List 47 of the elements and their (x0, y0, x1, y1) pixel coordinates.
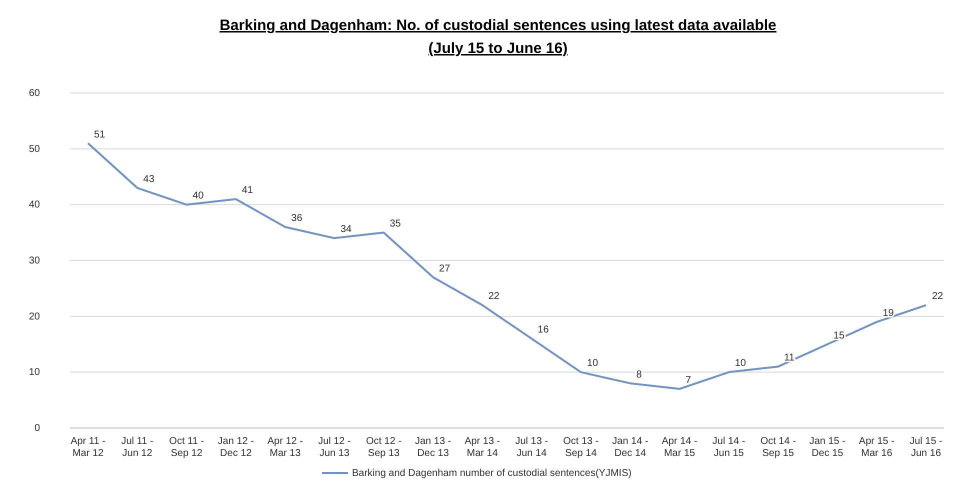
data-label: 35 (390, 218, 402, 230)
x-tick-label: Apr 14 - Mar 15 (662, 436, 698, 459)
x-tick-label: Jan 12 - Dec 12 (218, 436, 254, 459)
data-label: 22 (488, 291, 500, 302)
data-label: 36 (291, 213, 303, 224)
chart-title: Barking and Dagenham: No. of custodial sentences using latest data available (220, 17, 776, 34)
data-label: 43 (143, 174, 155, 185)
data-label: 16 (538, 324, 550, 336)
x-tick-label: Jan 15 - Dec 15 (809, 436, 846, 459)
legend-label: Barking and Dagenham number of custodial sentences(YJMIS) (352, 468, 632, 479)
chart-subtitle: (July 15 to June 16) (428, 40, 568, 57)
x-tick-label: Jul 11 - Jun 12 (121, 436, 154, 459)
x-tick-label: Oct 14 - Sep 15 (760, 436, 796, 459)
y-tick-label: 60 (28, 88, 40, 99)
data-label: 34 (340, 224, 352, 236)
data-label: 27 (439, 263, 451, 274)
x-tick-label: Apr 15 - Mar 16 (858, 436, 894, 459)
data-label: 11 (784, 352, 795, 364)
data-label: 19 (882, 308, 894, 319)
data-label: 22 (932, 291, 944, 302)
data-label: 15 (833, 330, 845, 342)
y-tick-label: 40 (28, 200, 40, 211)
y-tick-label: 10 (28, 367, 40, 378)
data-label: 41 (242, 185, 254, 196)
x-tick-label: Oct 13 - Sep 14 (563, 436, 599, 459)
line-series (87, 142, 927, 390)
x-tick-label: Jul 12 - Jun 13 (318, 436, 351, 459)
y-tick-label: 30 (28, 256, 40, 266)
y-tick-label: 50 (28, 144, 40, 155)
data-label: 40 (192, 190, 204, 202)
x-tick-label: Jan 14 - Dec 14 (612, 436, 648, 459)
data-label: 51 (94, 129, 106, 140)
x-tick-label: Apr 13 - Mar 14 (464, 436, 500, 459)
x-tick-label: Oct 11 - Sep 12 (169, 436, 204, 459)
x-tick-label: Jan 13 - Dec 13 (414, 436, 452, 459)
data-label: 10 (734, 358, 746, 370)
x-tick-label: Apr 11 - Mar 12 (70, 436, 106, 459)
x-tick-label: Jul 13 - Jun 14 (515, 436, 548, 459)
data-label: 8 (636, 369, 642, 380)
x-tick-label: Jul 15 - Jun 16 (910, 436, 942, 459)
y-tick-label: 20 (28, 311, 40, 322)
x-tick-label: Jul 14 - Jun 15 (712, 436, 746, 459)
x-tick-label: Oct 12 - Sep 13 (366, 436, 402, 459)
x-tick-label: Apr 12 - Mar 13 (267, 436, 303, 459)
y-tick-label: 0 (34, 423, 40, 434)
data-label: 10 (586, 358, 599, 370)
data-label: 7 (686, 374, 692, 386)
